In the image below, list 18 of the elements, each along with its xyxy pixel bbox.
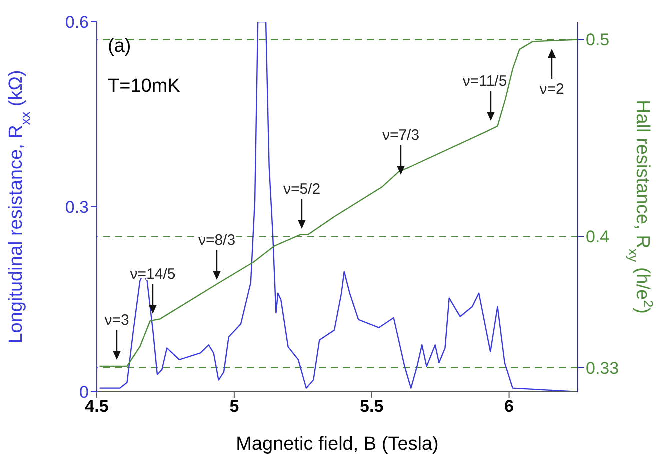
- x-tick-label: 5.5: [360, 397, 384, 416]
- annotation: ν=14/5: [130, 266, 176, 283]
- y2-tick-label: 0.4: [586, 228, 610, 247]
- x-tick-label: 6: [504, 397, 514, 416]
- annotation: ν=5/2: [283, 181, 321, 198]
- annotation: T=10mK: [108, 76, 181, 97]
- y-tick-label: 0.6: [65, 13, 89, 32]
- annotation: ν=11/5: [462, 73, 508, 90]
- annotation: ν=2: [540, 81, 564, 98]
- x-tick-label: 5: [230, 397, 240, 416]
- y-tick-label: 0.3: [65, 198, 89, 218]
- y2-tick-label: 0.5: [586, 30, 610, 50]
- annotation: ν=7/3: [382, 127, 420, 144]
- y2-tick-label: 0.33: [586, 358, 620, 378]
- annotation: ν=3: [104, 312, 130, 329]
- annotation: ν=8/3: [198, 232, 236, 249]
- annotation: (a): [108, 36, 132, 57]
- x-axis-title: Magnetic field, B (Tesla): [236, 434, 439, 454]
